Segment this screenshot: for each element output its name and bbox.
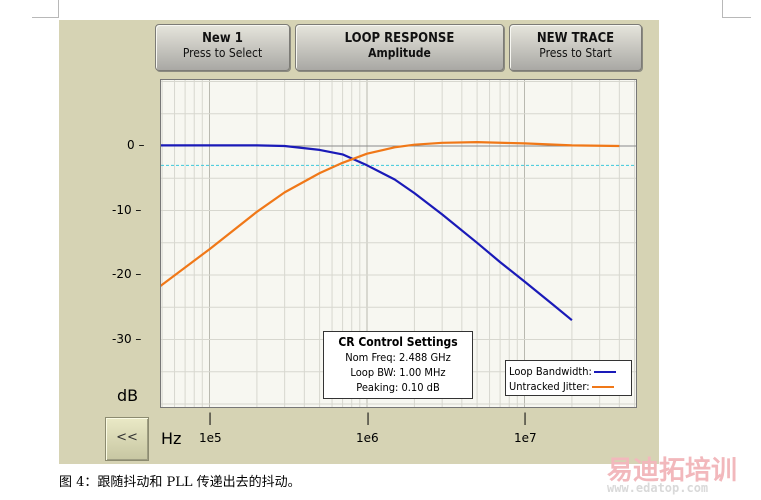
cr-settings-title: CR Control Settings xyxy=(338,335,458,349)
series-loop-bandwidth xyxy=(161,144,573,322)
softkey-loop-response[interactable]: LOOP RESPONSE Amplitude xyxy=(295,24,504,71)
softkey-new-trace-subtitle: Press to Start xyxy=(539,46,612,60)
legend-swatch-untracked-jitter xyxy=(591,385,614,388)
watermark-url: www.edatop.com xyxy=(607,481,709,495)
softkey-new-trace-title: NEW TRACE xyxy=(536,31,615,46)
legend-label-untracked-jitter: Untracked Jitter: xyxy=(509,380,590,393)
legend-item-untracked-jitter: Untracked Jitter: xyxy=(509,379,631,394)
y-tick-label-0: 0 – xyxy=(127,138,145,152)
y-axis-unit-label: dB xyxy=(117,386,139,405)
y-tick-label-minus-10: -10 – xyxy=(112,203,142,217)
cr-settings-loop-bw: Loop BW: 1.00 MHz xyxy=(350,366,446,379)
y-tick-label-minus-20: -20 – xyxy=(112,267,142,281)
softkey-new-1[interactable]: New 1 Press to Select xyxy=(155,24,290,71)
page-corner-mark-left xyxy=(32,0,59,18)
legend-swatch-loop-bandwidth xyxy=(593,370,616,373)
x-tick-mark-1e5: | xyxy=(208,411,213,425)
x-tick-label-1e7: 1e7 xyxy=(514,431,537,445)
x-tick-label-1e5: 1e5 xyxy=(199,431,222,445)
y-tick-label-minus-30: -30 – xyxy=(112,332,142,346)
cr-settings-nom-freq: Nom Freq: 2.488 GHz xyxy=(345,351,451,364)
page-corner-mark-right xyxy=(722,0,751,18)
x-tick-label-1e6: 1e6 xyxy=(356,431,379,445)
back-button[interactable]: << xyxy=(105,417,149,461)
loop-response-chart xyxy=(161,80,636,407)
softkey-new-trace[interactable]: NEW TRACE Press to Start xyxy=(509,24,642,71)
x-tick-mark-1e6: | xyxy=(366,411,371,425)
softkey-new-1-subtitle: Press to Select xyxy=(182,46,263,60)
chart-legend: Loop Bandwidth: Untracked Jitter: xyxy=(505,360,632,396)
watermark-brand: 易迪拓培训 xyxy=(607,456,738,486)
softkey-new-1-title: New 1 xyxy=(202,31,243,46)
softkey-loop-response-subtitle: Amplitude xyxy=(368,46,431,60)
figure-caption: 图 4：跟随抖动和 PLL 传递出去的抖动。 xyxy=(59,475,301,490)
x-axis-unit-label: Hz xyxy=(161,429,182,448)
softkey-loop-response-title: LOOP RESPONSE xyxy=(344,31,455,46)
cr-settings-peaking: Peaking: 0.10 dB xyxy=(356,381,440,394)
cr-control-settings-box: CR Control Settings Nom Freq: 2.488 GHz … xyxy=(323,331,473,399)
series-untracked-jitter xyxy=(161,140,620,287)
legend-label-loop-bandwidth: Loop Bandwidth: xyxy=(509,365,592,378)
legend-item-loop-bandwidth: Loop Bandwidth: xyxy=(509,364,631,379)
x-tick-mark-1e7: | xyxy=(523,411,528,425)
